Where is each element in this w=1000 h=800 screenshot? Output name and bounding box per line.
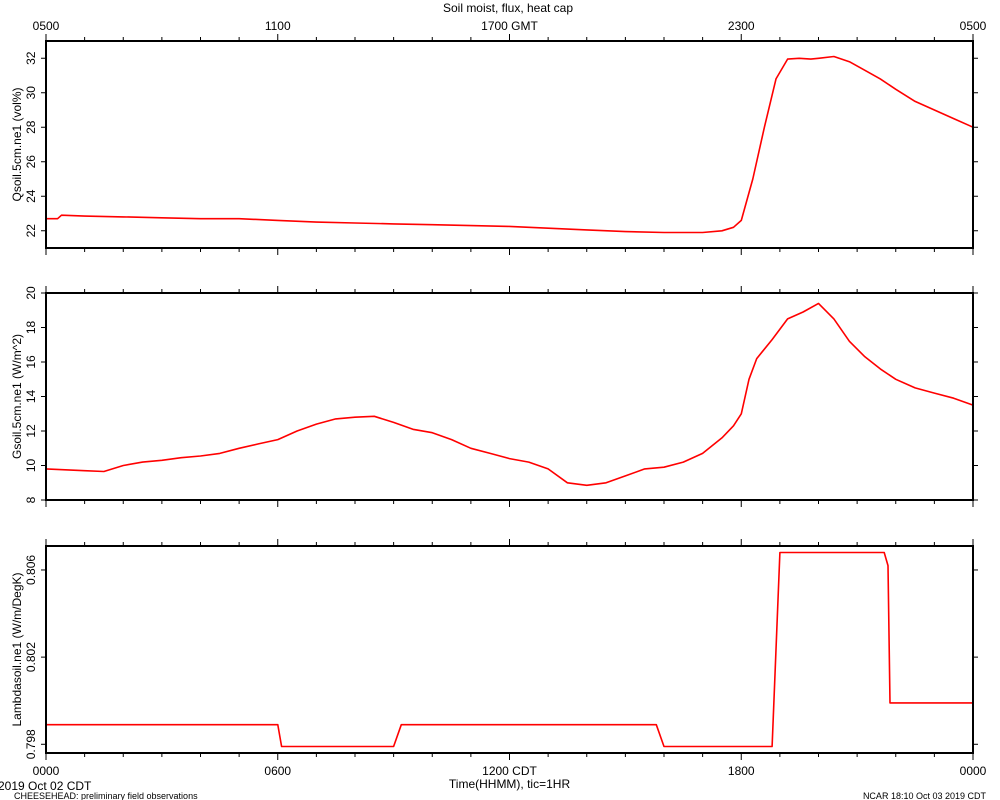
series-line-1 bbox=[46, 55, 974, 234]
y-tick-label: 20 bbox=[24, 286, 38, 300]
y-tick-label: 24 bbox=[24, 189, 38, 203]
panel-2: 8 10 12 14 16 18 20 Gsoil.5cm.ne1 (W/m^2) bbox=[10, 286, 978, 507]
y-tick-label: 8 bbox=[24, 496, 38, 503]
y-tick-label: 0.802 bbox=[24, 642, 38, 672]
y-tick-label: 14 bbox=[24, 390, 38, 404]
x-tick-label-bottom: 1800 bbox=[728, 764, 755, 778]
y-tick-label: 0.798 bbox=[24, 729, 38, 759]
x-tick-label-bottom: 0600 bbox=[264, 764, 291, 778]
plot-frame bbox=[45, 545, 974, 754]
y-tick-label: 28 bbox=[24, 120, 38, 134]
plot-frame bbox=[45, 292, 974, 501]
y-axis-label: Gsoil.5cm.ne1 (W/m^2) bbox=[10, 334, 24, 459]
x-axis-label: Time(HHMM), tic=1HR bbox=[449, 777, 571, 791]
y-axis-label: Lambdasoil.ne1 (W/m/DegK) bbox=[10, 572, 24, 726]
footer-project: CHEESEHEAD: preliminary field observatio… bbox=[14, 791, 198, 800]
panel-1: 22 24 26 28 30 32 Qsoil.5cm.ne1 (vol%) 0500 1100… bbox=[10, 19, 987, 255]
series-line-2 bbox=[45, 302, 974, 487]
y-tick-label: 32 bbox=[24, 51, 38, 65]
y-tick-label: 22 bbox=[24, 224, 38, 238]
x-tick-label-top: 2300 bbox=[728, 19, 755, 33]
x-tick-label-bottom: 0000 bbox=[33, 764, 60, 778]
y-axis-label: Qsoil.5cm.ne1 (vol%) bbox=[10, 87, 24, 201]
x-tick-label-bottom: 0000 bbox=[960, 764, 987, 778]
y-tick-label: 18 bbox=[24, 321, 38, 335]
plot-frame bbox=[45, 40, 974, 249]
footer-date: 2019 Oct 02 CDT bbox=[0, 779, 92, 793]
series-line-3 bbox=[46, 551, 973, 748]
x-tick-label-top: 0500 bbox=[33, 19, 60, 33]
y-tick-label: 16 bbox=[24, 355, 38, 369]
chart-panels: 22 24 26 28 30 32 Qsoil.5cm.ne1 (vol%) 0500 1100… bbox=[10, 19, 987, 791]
x-tick-label-top: 1100 bbox=[265, 19, 291, 33]
footer-credit: NCAR 18:10 Oct 03 2019 CDT bbox=[863, 791, 987, 800]
x-tick-label-top: 1700 GMT bbox=[481, 19, 538, 33]
y-tick-label: 0.806 bbox=[24, 555, 38, 585]
y-tick-label: 26 bbox=[24, 155, 38, 169]
chart-title: Soil moist, flux, heat cap bbox=[443, 1, 573, 15]
y-tick-label: 30 bbox=[24, 86, 38, 100]
x-tick-label-top: 0500 bbox=[960, 19, 987, 33]
y-tick-label: 12 bbox=[24, 424, 38, 438]
y-tick-label: 10 bbox=[24, 459, 38, 473]
x-tick-label-bottom: 1200 CDT bbox=[482, 764, 537, 778]
